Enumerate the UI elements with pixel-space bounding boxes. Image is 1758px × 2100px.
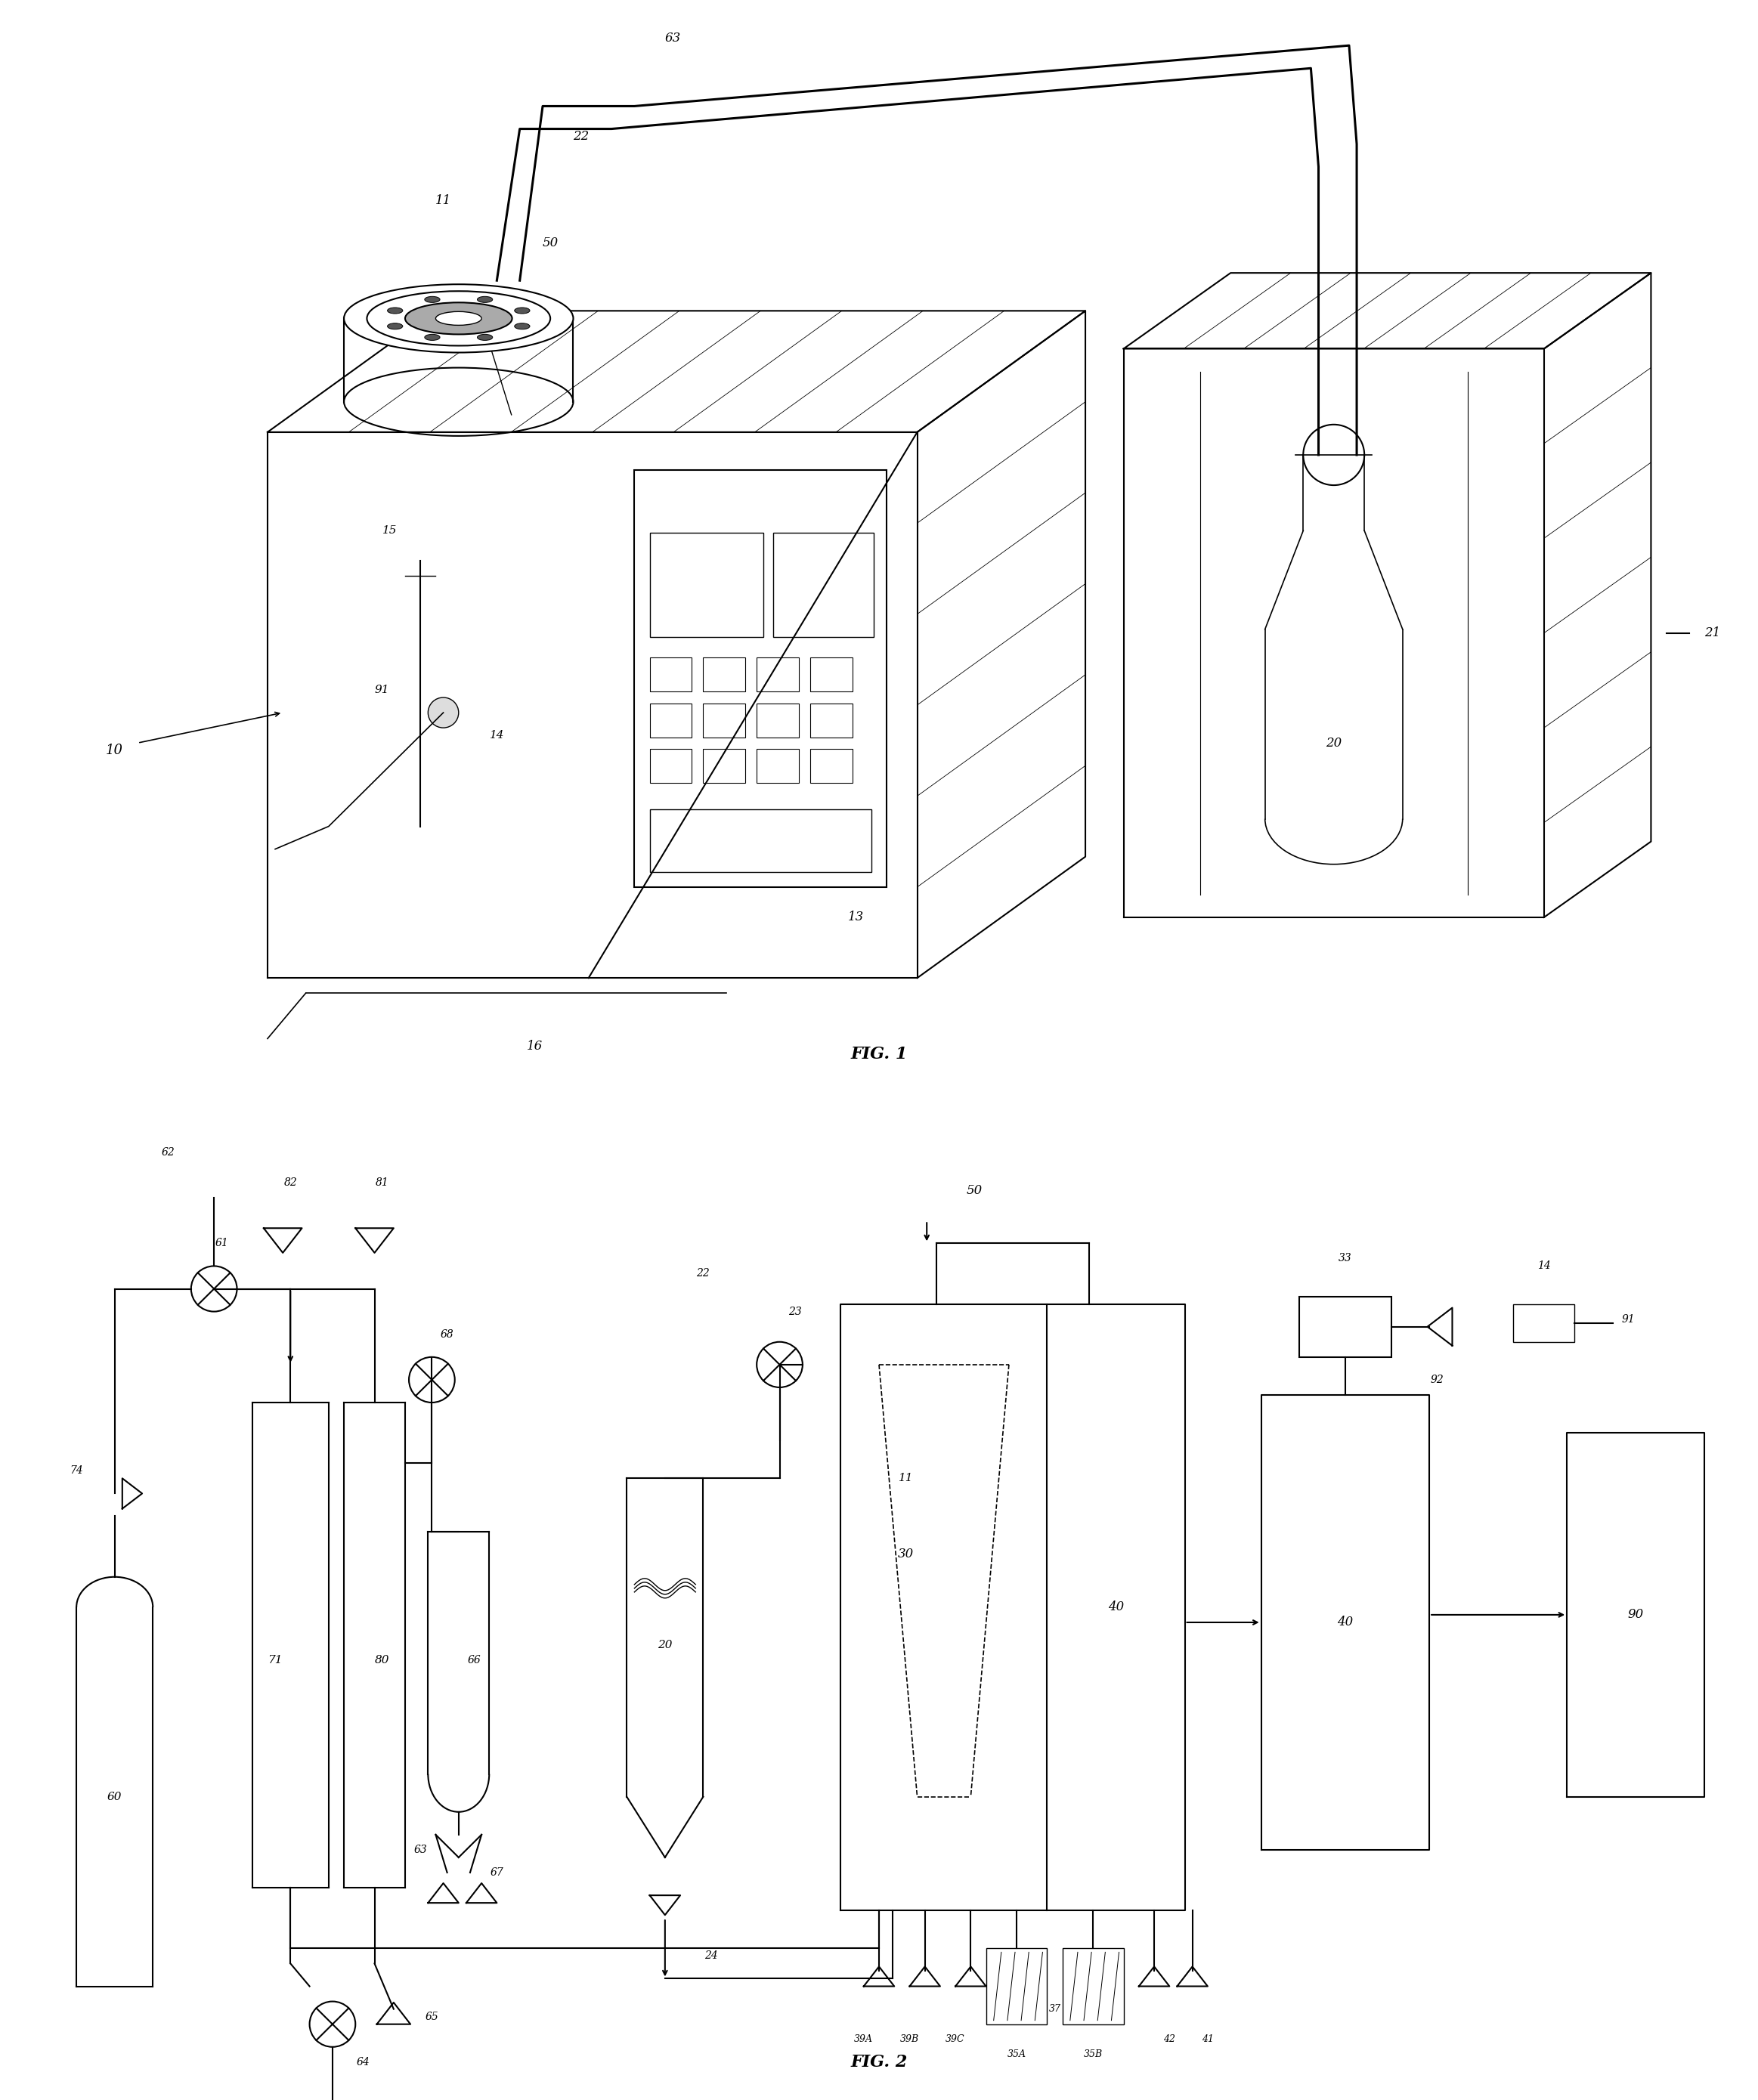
Text: FIG. 1: FIG. 1 [851, 1046, 907, 1063]
Bar [756, 704, 798, 737]
Ellipse shape [476, 334, 492, 340]
Circle shape [427, 697, 459, 729]
Text: 35A: 35A [1007, 2050, 1027, 2060]
Ellipse shape [425, 296, 440, 302]
Text: FIG. 2: FIG. 2 [851, 2054, 907, 2071]
Bar [774, 533, 874, 636]
Text: 14: 14 [1536, 1260, 1551, 1270]
Ellipse shape [515, 323, 529, 330]
Bar [650, 704, 691, 737]
Bar [1062, 1949, 1123, 2024]
Text: 62: 62 [162, 1147, 174, 1157]
Text: 39B: 39B [900, 2035, 919, 2043]
Ellipse shape [515, 307, 529, 313]
Ellipse shape [345, 284, 573, 353]
Text: 37: 37 [1050, 2003, 1060, 2014]
Text: 91: 91 [374, 685, 390, 695]
Text: 15: 15 [383, 525, 397, 536]
Text: 63: 63 [413, 1844, 427, 1854]
Text: 33: 33 [1338, 1254, 1352, 1264]
Bar [1514, 1304, 1575, 1342]
Ellipse shape [387, 307, 403, 313]
Text: 41: 41 [1202, 2035, 1213, 2043]
Text: 63: 63 [665, 31, 680, 44]
Text: 11: 11 [898, 1472, 912, 1483]
Text: 92: 92 [1431, 1376, 1443, 1386]
Text: 90: 90 [1628, 1609, 1644, 1621]
Text: 82: 82 [283, 1178, 297, 1189]
Text: 11: 11 [436, 195, 452, 208]
Ellipse shape [425, 334, 440, 340]
Text: 16: 16 [527, 1040, 543, 1052]
Bar [650, 533, 763, 636]
Bar [650, 657, 691, 691]
Bar [756, 748, 798, 783]
Ellipse shape [387, 323, 403, 330]
Text: 67: 67 [490, 1867, 503, 1877]
Text: 65: 65 [425, 2012, 438, 2022]
Text: 39A: 39A [854, 2035, 874, 2043]
Ellipse shape [404, 302, 512, 334]
Text: 80: 80 [374, 1655, 390, 1665]
Bar [810, 704, 853, 737]
Bar [810, 748, 853, 783]
Text: 91: 91 [1621, 1315, 1635, 1325]
Text: 24: 24 [705, 1951, 717, 1961]
Ellipse shape [476, 296, 492, 302]
Bar [703, 657, 745, 691]
Text: 60: 60 [107, 1791, 121, 1802]
Bar [650, 808, 872, 871]
Text: 61: 61 [214, 1239, 229, 1250]
Text: 20: 20 [657, 1640, 672, 1651]
Text: 22: 22 [573, 130, 589, 143]
Text: 42: 42 [1164, 2035, 1176, 2043]
Text: 71: 71 [267, 1655, 283, 1665]
Text: 81: 81 [376, 1178, 389, 1189]
Bar [635, 470, 886, 886]
Text: 10: 10 [105, 743, 123, 758]
Text: 21: 21 [1704, 626, 1719, 640]
Text: 40: 40 [1338, 1617, 1354, 1630]
Text: 66: 66 [468, 1655, 480, 1665]
Ellipse shape [436, 311, 482, 326]
Text: 40: 40 [1108, 1600, 1123, 1613]
Text: 50: 50 [541, 235, 559, 250]
Text: 13: 13 [847, 911, 865, 924]
Text: 64: 64 [357, 2056, 369, 2066]
Text: 23: 23 [788, 1306, 802, 1317]
Bar [810, 657, 853, 691]
Text: 68: 68 [441, 1329, 454, 1340]
Text: 30: 30 [898, 1548, 914, 1560]
Bar [650, 748, 691, 783]
Bar [703, 704, 745, 737]
Bar [986, 1949, 1048, 2024]
Text: 39C: 39C [946, 2035, 965, 2043]
Text: 14: 14 [489, 731, 505, 741]
Bar [756, 657, 798, 691]
Text: 50: 50 [967, 1184, 983, 1197]
Text: 20: 20 [1326, 737, 1341, 750]
Text: 35B: 35B [1083, 2050, 1102, 2060]
Text: 22: 22 [696, 1268, 710, 1279]
Text: 12: 12 [489, 334, 505, 349]
Bar [703, 748, 745, 783]
Text: 74: 74 [70, 1466, 83, 1476]
Bar [1299, 1296, 1391, 1357]
